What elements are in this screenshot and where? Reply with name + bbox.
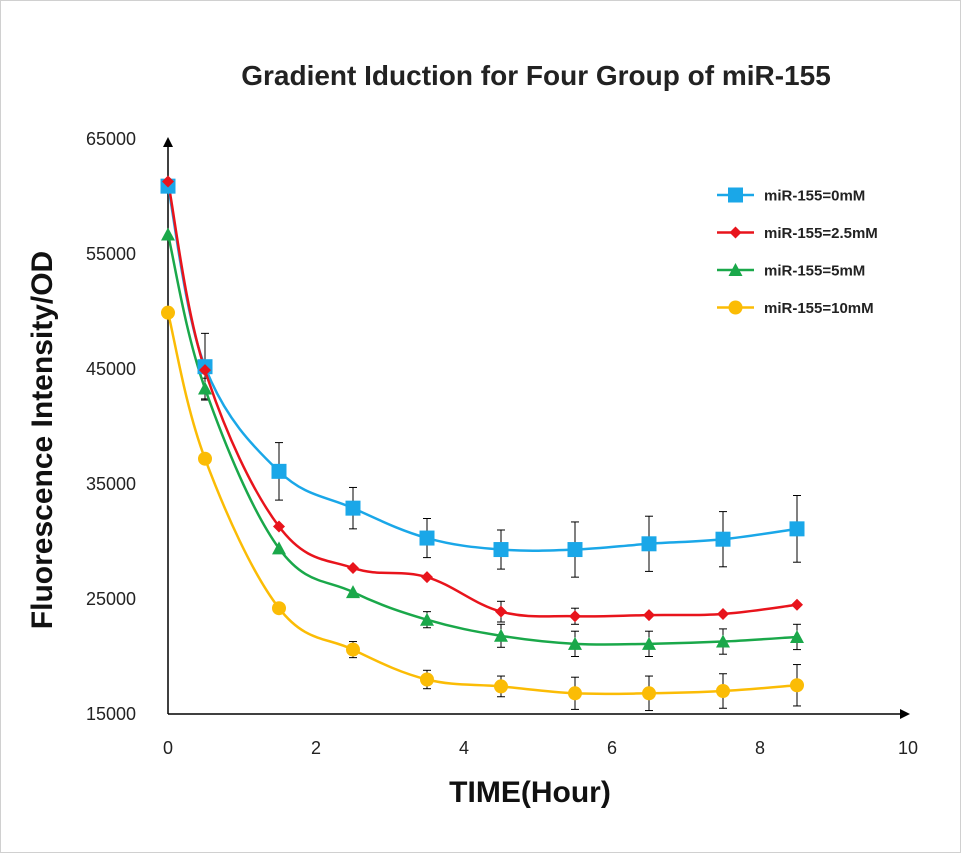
y-tick-label: 55000 bbox=[86, 244, 136, 264]
data-point bbox=[789, 521, 805, 537]
legend: miR-155=0mM miR-155=2.5mM miR-155=5mM miR-1… bbox=[717, 187, 878, 317]
x-tick-label: 0 bbox=[163, 738, 173, 758]
data-point bbox=[569, 610, 581, 623]
data-point bbox=[567, 542, 583, 558]
x-tick-label: 4 bbox=[459, 738, 469, 758]
data-point bbox=[272, 541, 286, 555]
legend-label: miR-155=5mM bbox=[764, 263, 865, 280]
data-point bbox=[199, 364, 211, 377]
y-tick-label: 65000 bbox=[86, 129, 136, 149]
data-point bbox=[346, 585, 360, 599]
y-tick-label: 25000 bbox=[86, 589, 136, 609]
legend-item: miR-155=10mM bbox=[717, 300, 874, 317]
data-point bbox=[420, 672, 434, 687]
legend-item: miR-155=2.5mM bbox=[717, 225, 878, 242]
legend-marker bbox=[729, 226, 742, 239]
chart-title: Gradient Iduction for Four Group of miR-… bbox=[241, 60, 831, 91]
y-axis-title: Fluorescence Intensity/OD bbox=[26, 251, 59, 629]
x-axis-title: TIME(Hour) bbox=[449, 776, 611, 809]
data-point bbox=[790, 629, 804, 643]
legend-marker bbox=[728, 187, 743, 203]
data-point bbox=[272, 601, 286, 616]
data-point bbox=[273, 520, 285, 533]
series-line bbox=[166, 181, 798, 618]
data-point bbox=[791, 598, 803, 611]
data-point bbox=[790, 678, 804, 693]
data-point bbox=[568, 686, 582, 701]
data-point bbox=[642, 686, 656, 701]
data-point bbox=[346, 642, 360, 657]
legend-label: miR-155=10mM bbox=[764, 300, 874, 317]
data-point bbox=[161, 305, 175, 320]
x-tick-label: 6 bbox=[607, 738, 617, 758]
legend-label: miR-155=0mM bbox=[764, 188, 865, 205]
legend-item: miR-155=0mM bbox=[717, 187, 865, 205]
series-markers bbox=[160, 175, 805, 701]
x-tick-label: 8 bbox=[755, 738, 765, 758]
legend-marker bbox=[728, 263, 743, 276]
data-point bbox=[345, 500, 361, 516]
data-point bbox=[494, 628, 508, 642]
data-point bbox=[420, 612, 434, 626]
data-point bbox=[642, 636, 656, 650]
data-point bbox=[161, 227, 175, 241]
x-axis-arrow bbox=[900, 709, 910, 719]
data-point bbox=[271, 463, 287, 479]
data-point bbox=[198, 451, 212, 466]
data-point bbox=[493, 542, 509, 558]
data-point bbox=[198, 381, 212, 395]
data-point bbox=[716, 684, 730, 698]
y-tick-label: 15000 bbox=[86, 704, 136, 724]
data-point bbox=[716, 634, 730, 648]
y-tick-label: 45000 bbox=[86, 359, 136, 379]
data-point bbox=[494, 679, 508, 694]
y-axis-arrow bbox=[163, 137, 173, 147]
x-tick-label: 10 bbox=[898, 738, 918, 758]
series-lines bbox=[166, 181, 798, 696]
legend-item: miR-155=5mM bbox=[717, 263, 865, 280]
y-tick-label: 35000 bbox=[86, 474, 136, 494]
axes: 15000 25000 35000 45000 55000 65000 0 2 4 6 8 10 bbox=[86, 129, 918, 758]
legend-marker bbox=[728, 300, 743, 315]
data-point bbox=[717, 607, 729, 620]
error-bars bbox=[201, 332, 801, 712]
data-point bbox=[347, 561, 359, 574]
data-point bbox=[495, 605, 507, 618]
data-point bbox=[421, 571, 433, 584]
x-tick-label: 2 bbox=[311, 738, 321, 758]
data-point bbox=[643, 609, 655, 622]
data-point bbox=[641, 536, 657, 552]
data-point bbox=[162, 175, 174, 188]
data-point bbox=[419, 530, 435, 546]
legend-label: miR-155=2.5mM bbox=[764, 225, 878, 242]
data-point bbox=[715, 531, 731, 547]
series-line bbox=[166, 185, 798, 552]
data-point bbox=[568, 636, 582, 650]
